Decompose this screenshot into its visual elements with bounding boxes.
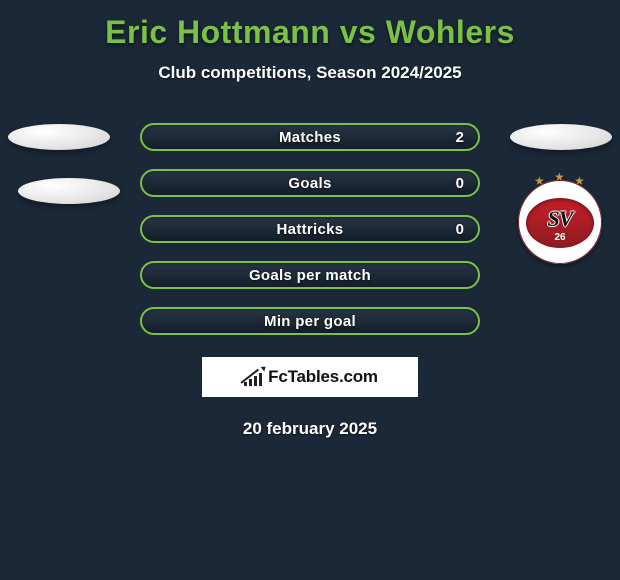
stat-label: Goals xyxy=(288,175,331,192)
brand-badge: FcTables.com xyxy=(202,357,418,397)
chart-icon xyxy=(242,368,264,386)
club-logo: ★ ★ ★ SV 26 xyxy=(512,176,608,264)
date-label: 20 february 2025 xyxy=(0,419,620,439)
deco-ellipse-left-bottom xyxy=(18,178,120,204)
stat-row: Matches 2 xyxy=(140,123,480,151)
stat-row: Goals 0 xyxy=(140,169,480,197)
club-logo-year: 26 xyxy=(526,232,594,243)
stat-value-right: 0 xyxy=(456,221,464,238)
page-subtitle: Club competitions, Season 2024/2025 xyxy=(0,63,620,83)
stats-list: Matches 2 Goals 0 Hattricks 0 Goals per … xyxy=(140,123,480,335)
stat-value-right: 2 xyxy=(456,129,464,146)
stat-label: Hattricks xyxy=(277,221,344,238)
stat-row: Hattricks 0 xyxy=(140,215,480,243)
stat-row: Min per goal xyxy=(140,307,480,335)
club-logo-initials: SV xyxy=(548,206,573,232)
stat-label: Min per goal xyxy=(264,313,356,330)
club-logo-pill: SV 26 xyxy=(526,198,594,248)
stat-label: Matches xyxy=(279,129,341,146)
stat-label: Goals per match xyxy=(249,267,371,284)
deco-ellipse-right xyxy=(510,124,612,150)
brand-badge-text: FcTables.com xyxy=(268,367,378,387)
stat-value-right: 0 xyxy=(456,175,464,192)
deco-ellipse-left-top xyxy=(8,124,110,150)
stat-row: Goals per match xyxy=(140,261,480,289)
page-title: Eric Hottmann vs Wohlers xyxy=(0,0,620,51)
